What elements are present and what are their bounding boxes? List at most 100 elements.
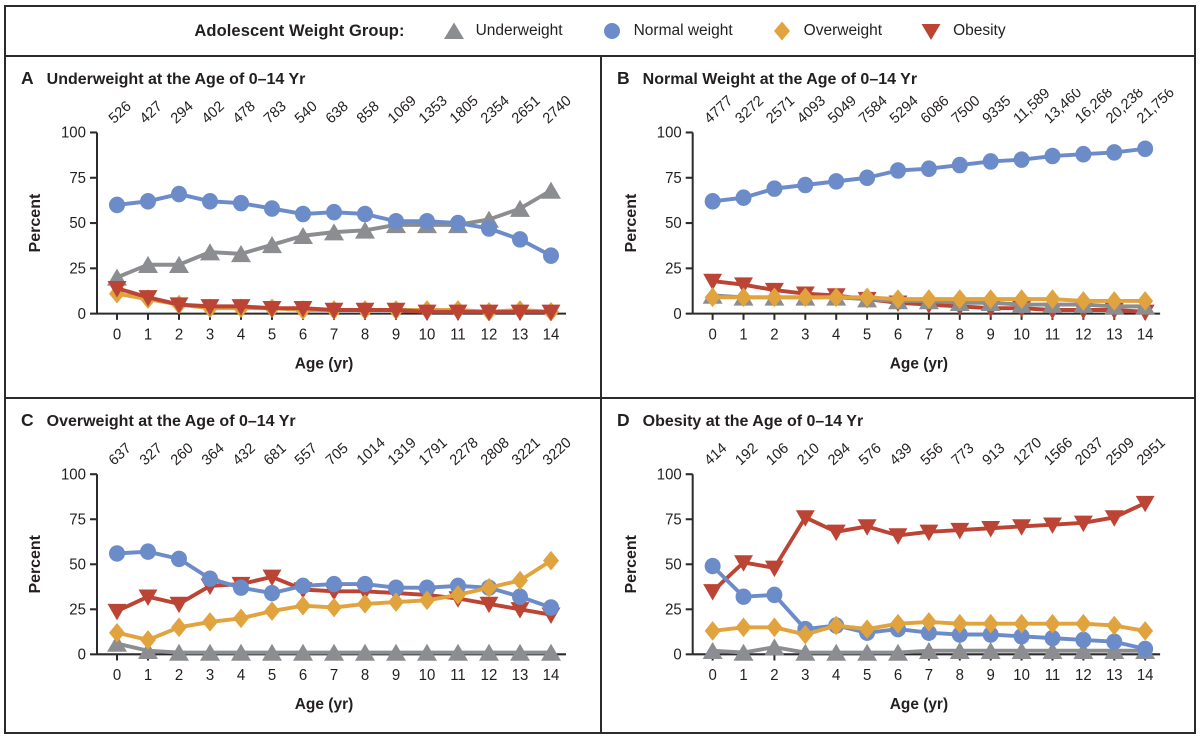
svg-text:681: 681 bbox=[261, 441, 290, 470]
svg-text:13: 13 bbox=[1106, 326, 1123, 343]
svg-text:3220: 3220 bbox=[540, 435, 575, 469]
svg-text:2808: 2808 bbox=[478, 435, 513, 469]
circle-icon bbox=[599, 19, 625, 43]
svg-text:6086: 6086 bbox=[918, 93, 952, 127]
svg-text:75: 75 bbox=[665, 170, 682, 187]
svg-text:2037: 2037 bbox=[1072, 435, 1106, 469]
svg-text:2: 2 bbox=[770, 326, 778, 343]
svg-text:576: 576 bbox=[856, 441, 884, 470]
svg-text:25: 25 bbox=[69, 602, 86, 619]
svg-text:705: 705 bbox=[323, 441, 352, 470]
svg-text:5: 5 bbox=[268, 667, 276, 684]
panel-b-title: Normal Weight at the Age of 0–14 Yr bbox=[642, 71, 918, 88]
svg-text:2571: 2571 bbox=[764, 93, 798, 127]
legend-item-obesity: Obesity bbox=[918, 19, 1006, 43]
svg-text:294: 294 bbox=[825, 441, 853, 470]
svg-text:6: 6 bbox=[894, 326, 902, 343]
panel-c-title: Overweight at the Age of 0–14 Yr bbox=[46, 413, 296, 431]
legend: Adolescent Weight Group: Underweight Nor… bbox=[6, 7, 1194, 57]
svg-text:12: 12 bbox=[1075, 667, 1092, 684]
triangle-down-icon bbox=[918, 19, 944, 43]
svg-text:75: 75 bbox=[69, 512, 86, 529]
svg-text:1353: 1353 bbox=[416, 93, 450, 127]
svg-text:427: 427 bbox=[137, 98, 166, 127]
svg-text:556: 556 bbox=[918, 441, 946, 470]
legend-title: Adolescent Weight Group: bbox=[194, 21, 405, 40]
svg-text:Percent: Percent bbox=[27, 535, 44, 594]
svg-text:260: 260 bbox=[168, 441, 197, 470]
svg-text:1805: 1805 bbox=[447, 93, 481, 127]
svg-text:783: 783 bbox=[261, 98, 290, 127]
svg-text:5294: 5294 bbox=[887, 93, 921, 127]
svg-text:6: 6 bbox=[894, 667, 902, 684]
svg-text:7584: 7584 bbox=[856, 93, 890, 127]
svg-text:3: 3 bbox=[206, 667, 214, 684]
svg-text:100: 100 bbox=[657, 124, 682, 141]
svg-text:9: 9 bbox=[392, 667, 400, 684]
svg-text:1014: 1014 bbox=[354, 435, 389, 469]
svg-text:0: 0 bbox=[708, 667, 716, 684]
svg-text:50: 50 bbox=[665, 557, 682, 574]
svg-text:4093: 4093 bbox=[794, 93, 828, 127]
svg-text:414: 414 bbox=[702, 441, 730, 470]
svg-text:12: 12 bbox=[1075, 326, 1092, 343]
svg-text:210: 210 bbox=[794, 441, 822, 470]
svg-text:7: 7 bbox=[925, 667, 933, 684]
svg-text:11: 11 bbox=[450, 326, 466, 343]
svg-text:8: 8 bbox=[956, 326, 964, 343]
svg-text:25: 25 bbox=[665, 260, 682, 277]
panel-c-letter: C bbox=[21, 410, 34, 431]
svg-text:8: 8 bbox=[361, 667, 369, 684]
svg-text:100: 100 bbox=[657, 467, 682, 484]
svg-text:0: 0 bbox=[708, 326, 716, 343]
svg-text:0: 0 bbox=[113, 326, 121, 343]
svg-text:Percent: Percent bbox=[623, 535, 640, 594]
svg-text:0: 0 bbox=[673, 647, 681, 664]
svg-text:75: 75 bbox=[665, 512, 682, 529]
panel-b-header: B Normal Weight at the Age of 0–14 Yr bbox=[602, 57, 1194, 89]
svg-text:5: 5 bbox=[863, 667, 871, 684]
svg-text:Age (yr): Age (yr) bbox=[295, 355, 354, 372]
legend-item-overweight: Overweight bbox=[769, 19, 882, 43]
svg-text:3221: 3221 bbox=[509, 435, 544, 469]
svg-text:2354: 2354 bbox=[478, 93, 512, 127]
svg-text:12: 12 bbox=[481, 667, 498, 684]
svg-text:1791: 1791 bbox=[416, 435, 451, 469]
svg-text:11: 11 bbox=[450, 667, 466, 684]
svg-text:773: 773 bbox=[949, 441, 977, 470]
panel-d-obesity: D Obesity at the Age of 0–14 Yr 0 25 50 75 1… bbox=[600, 397, 1194, 732]
svg-text:Percent: Percent bbox=[623, 193, 640, 253]
figure: Adolescent Weight Group: Underweight Nor… bbox=[4, 5, 1196, 734]
svg-text:106: 106 bbox=[764, 441, 792, 470]
svg-text:2651: 2651 bbox=[509, 93, 543, 127]
svg-text:11: 11 bbox=[1045, 326, 1061, 343]
svg-text:8: 8 bbox=[361, 326, 369, 343]
panel-d-header: D Obesity at the Age of 0–14 Yr bbox=[602, 399, 1194, 431]
svg-text:0: 0 bbox=[113, 667, 121, 684]
svg-text:6: 6 bbox=[299, 326, 307, 343]
svg-text:10: 10 bbox=[1013, 326, 1030, 343]
svg-text:913: 913 bbox=[980, 441, 1008, 470]
svg-text:50: 50 bbox=[69, 557, 86, 574]
legend-label-obesity: Obesity bbox=[953, 22, 1006, 39]
svg-text:4: 4 bbox=[237, 326, 246, 343]
svg-text:1069: 1069 bbox=[385, 93, 419, 127]
panel-a-underweight: A Underweight at the Age of 0–14 Yr 0 25 5… bbox=[6, 57, 600, 397]
svg-text:1: 1 bbox=[144, 326, 152, 343]
svg-text:Age (yr): Age (yr) bbox=[295, 696, 354, 713]
svg-text:557: 557 bbox=[292, 441, 321, 470]
panel-b-letter: B bbox=[617, 68, 630, 88]
svg-text:1319: 1319 bbox=[385, 435, 420, 469]
svg-text:526: 526 bbox=[106, 98, 135, 127]
svg-text:2: 2 bbox=[175, 326, 183, 343]
svg-text:1: 1 bbox=[739, 326, 747, 343]
svg-text:9335: 9335 bbox=[980, 93, 1014, 127]
svg-text:637: 637 bbox=[106, 441, 135, 470]
svg-text:5: 5 bbox=[863, 326, 871, 343]
panel-a-title: Underweight at the Age of 0–14 Yr bbox=[46, 71, 306, 88]
svg-text:14: 14 bbox=[543, 667, 560, 684]
svg-text:2951: 2951 bbox=[1134, 435, 1168, 469]
svg-text:9: 9 bbox=[987, 667, 995, 684]
